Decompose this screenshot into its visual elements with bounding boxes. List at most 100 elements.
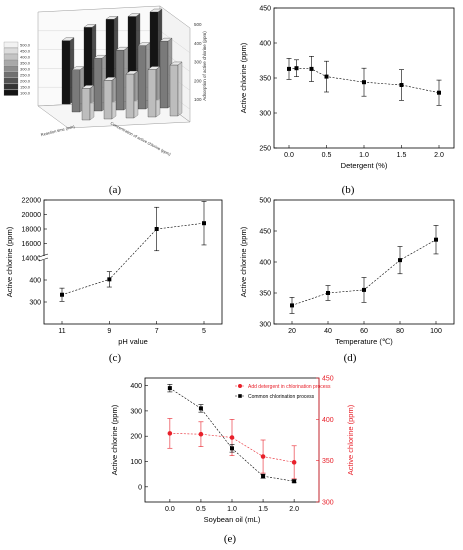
x-tick-label: 0.0 <box>165 506 175 513</box>
data-point <box>229 435 235 440</box>
caption-a: (a) <box>108 184 122 196</box>
bar-top <box>159 37 173 42</box>
left-y-tick-label: 0 <box>138 484 142 491</box>
caption-c: (c) <box>108 352 122 364</box>
legend-marker <box>238 394 242 398</box>
bar-top <box>137 42 151 46</box>
x-axis-label: Detergent (%) <box>341 161 388 170</box>
data-point <box>198 431 204 437</box>
series-line <box>169 433 295 463</box>
data-point <box>260 454 266 459</box>
bar-front <box>125 73 135 119</box>
legend-label: 350.0 <box>20 61 31 66</box>
bar-top <box>127 13 141 17</box>
data-point <box>198 406 203 411</box>
legend-swatch <box>3 53 19 60</box>
legend-label: Common chlorination process <box>248 394 315 400</box>
bar-front <box>71 69 81 113</box>
data-point <box>202 221 206 226</box>
caption-b: (b) <box>341 184 355 196</box>
data-point <box>362 80 366 85</box>
x-tick-label: 11 <box>58 328 65 335</box>
left-y-tick-label: 300 <box>130 408 142 415</box>
data-point <box>60 292 64 297</box>
legend-swatch <box>3 71 19 78</box>
legend-label: 100.0 <box>20 91 31 96</box>
y-tick-label-upper: 20000 <box>22 212 42 219</box>
data-point <box>107 277 112 282</box>
z-tick-label: 500 <box>194 22 202 27</box>
x-tick-label: 2.0 <box>434 152 444 159</box>
data-point <box>398 258 402 263</box>
bar-side <box>111 76 117 120</box>
y-tick-label: 400 <box>259 260 271 267</box>
z-tick-label: 300 <box>194 60 202 65</box>
data-point <box>230 446 234 451</box>
panel-d: 300 350 400 450 500 20 40 60 80 100 Temperature (℃… <box>232 196 463 354</box>
x-axis-label: Temperature (℃) <box>335 337 393 346</box>
x-tick-label: 20 <box>288 328 296 335</box>
legend-swatch <box>3 47 19 54</box>
panel-e: 0 100 200 300 400 300 350 400 450 0.0 0.5 1.0 1.5 2.0… <box>105 370 365 530</box>
x-axis-label: Soybean oil (mL) <box>204 515 261 524</box>
y-tick-label: 400 <box>259 41 271 48</box>
x-tick-label: 5 <box>202 328 206 335</box>
x-tick-label: 80 <box>396 328 404 335</box>
left-y-tick-label: 100 <box>130 459 142 466</box>
x-tick-label: 100 <box>430 328 442 335</box>
data-point <box>287 66 291 71</box>
x-tick-label: 0.5 <box>322 152 332 159</box>
x-tick-label: 0.5 <box>196 506 206 513</box>
z-axis-label: Adsorption of active chlorine (ppm) <box>202 31 207 101</box>
axis-break-mark <box>38 257 49 262</box>
bar-top <box>61 37 75 41</box>
axis-break-mark <box>38 253 49 258</box>
right-y-tick-label: 450 <box>322 376 334 383</box>
bar-front <box>137 45 147 110</box>
right-y-tick-label: 350 <box>322 458 334 465</box>
bar-top <box>103 77 117 81</box>
data-point <box>324 74 329 79</box>
panel-a: 100 200 300 400 500 Adsorption of active chlo… <box>0 0 230 178</box>
x-axis-label: Concentration of active chlorine (ppm) <box>110 121 173 157</box>
bar-top <box>115 47 129 51</box>
data-point <box>261 474 266 479</box>
chart-c-ph: 14000 16000 18000 20000 22000 300 400 11 9 7 5 pH v… <box>5 198 223 346</box>
y-tick-label: 350 <box>259 76 271 83</box>
series-line <box>61 222 205 296</box>
legend-label: 150.0 <box>20 85 31 90</box>
data-point <box>399 83 404 87</box>
z-tick-label: 100 <box>194 97 202 102</box>
left-y-tick-label: 400 <box>130 383 142 390</box>
bar-side <box>155 66 161 118</box>
bar-top <box>169 61 183 66</box>
data-point <box>362 287 366 292</box>
legend-marker <box>238 384 242 388</box>
data-point <box>292 479 297 484</box>
panel-c: 14000 16000 18000 20000 22000 300 400 11 9 7 5 pH v… <box>0 196 230 354</box>
data-point <box>326 291 330 295</box>
chart-d-temperature: 300 350 400 450 500 20 40 60 80 100 Temperature (℃… <box>239 198 455 346</box>
x-tick-label: 7 <box>155 328 159 335</box>
legend-label: 400.0 <box>20 55 31 60</box>
x-tick-label: 0.0 <box>284 152 294 159</box>
legend-swatch <box>3 89 19 96</box>
bar-front <box>115 50 125 111</box>
y-axis-label: Active chlorine (ppm) <box>5 226 14 297</box>
data-point <box>167 431 173 436</box>
legend-swatch <box>3 83 19 90</box>
bar-side <box>89 85 95 121</box>
y-tick-label: 500 <box>259 198 271 205</box>
x-tick-label: 9 <box>107 328 111 335</box>
x-tick-label: 2.0 <box>289 506 299 513</box>
bar-top <box>83 24 97 28</box>
bar-top <box>147 66 161 70</box>
bar-top <box>93 55 107 59</box>
y-tick-label-lower: 300 <box>29 300 41 307</box>
data-point <box>434 237 438 242</box>
left-y-tick-label: 200 <box>130 434 142 441</box>
bar-top <box>105 16 119 20</box>
y-tick-label: 450 <box>259 229 271 236</box>
